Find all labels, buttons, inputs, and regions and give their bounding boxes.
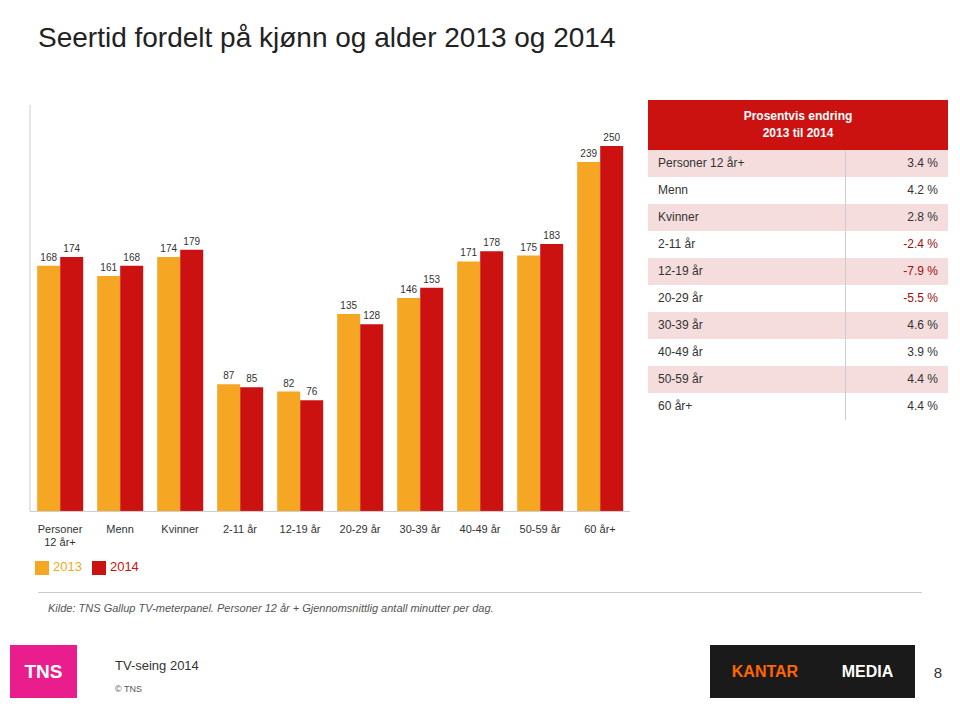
svg-text:Menn: Menn (106, 523, 134, 535)
html-text:Prosentvis endring 2013 til 20: Prosentvis endring 2013 til 2014 (743, 109, 853, 140)
html-text:12-19 år: 12-19 år (658, 264, 703, 279)
html-text:Menn: Menn (658, 183, 688, 198)
html-text:50-59 år: 50-59 år (658, 372, 703, 387)
html-text:4.6 %: 4.6 % (907, 318, 938, 333)
html-text:2013: 2013 (53, 559, 82, 575)
html-text:KANTAR: KANTAR (731, 662, 799, 680)
svg-text:2-11 år: 2-11 år (223, 523, 257, 535)
svg-text:174: 174 (63, 243, 80, 254)
html-text:TV-seing 2014: TV-seing 2014 (115, 658, 199, 673)
html-text:2-11 år: 2-11 år (658, 237, 696, 252)
svg-text:174: 174 (160, 243, 177, 254)
html-text:2014: 2014 (109, 559, 139, 575)
svg-text:146: 146 (400, 284, 417, 295)
html-text:© TNS: © TNS (115, 684, 142, 694)
svg-text:60 år+: 60 år+ (584, 523, 616, 535)
svg-text:250: 250 (603, 132, 620, 143)
svg-text:82: 82 (283, 378, 295, 389)
svg-text:Personer12 år+: Personer12 år+ (38, 523, 83, 548)
svg-text:12-19 år: 12-19 år (280, 523, 321, 535)
svg-text:87: 87 (223, 370, 235, 381)
html-text:30-39 år: 30-39 år (658, 318, 703, 333)
svg-text:168: 168 (40, 252, 57, 263)
html-text:4.4 %: 4.4 % (907, 399, 938, 414)
html-text:Personer 12 år+: Personer 12 år+ (658, 156, 745, 171)
html-text:8: 8 (933, 664, 942, 681)
svg-text:Kvinner: Kvinner (161, 523, 199, 535)
html-text:Kvinner: Kvinner (658, 210, 699, 225)
html-text:4.4 %: 4.4 % (907, 372, 938, 387)
html-text:-2.4 %: -2.4 % (903, 237, 938, 252)
svg-text:179: 179 (183, 236, 200, 247)
svg-text:85: 85 (246, 373, 258, 384)
svg-text:50-59 år: 50-59 år (520, 523, 561, 535)
svg-text:20-29 år: 20-29 år (340, 523, 381, 535)
svg-text:30-39 år: 30-39 år (400, 523, 441, 535)
svg-text:76: 76 (306, 386, 318, 397)
html-text:TNS: TNS (24, 660, 63, 682)
html-text:Kilde: TNS Gallup TV-meterpane: Kilde: TNS Gallup TV-meterpanel. Persone… (48, 602, 494, 614)
svg-text:128: 128 (363, 310, 380, 321)
svg-text:183: 183 (543, 230, 560, 241)
svg-text:40-49 år: 40-49 år (460, 523, 501, 535)
html-text:-7.9 %: -7.9 % (903, 264, 938, 279)
html-text:3.9 %: 3.9 % (907, 345, 938, 360)
svg-text:171: 171 (460, 247, 477, 258)
html-text:60 år+: 60 år+ (658, 399, 693, 414)
svg-text:161: 161 (100, 262, 117, 273)
html-text:Seertid fordelt på kjønn og al: Seertid fordelt på kjønn og alder 2013 o… (38, 22, 616, 53)
html-text:4.2 %: 4.2 % (907, 183, 938, 198)
svg-text:178: 178 (483, 237, 500, 248)
html-text:-5.5 %: -5.5 % (903, 291, 938, 306)
svg-text:175: 175 (520, 242, 537, 253)
svg-text:168: 168 (123, 252, 140, 263)
html-text:2.8 %: 2.8 % (907, 210, 938, 225)
svg-text:239: 239 (580, 148, 597, 159)
html-text:20-29 år: 20-29 år (658, 291, 703, 306)
svg-text:153: 153 (423, 274, 440, 285)
html-text:MEDIA: MEDIA (841, 662, 894, 680)
html-text:40-49 år: 40-49 år (658, 345, 703, 360)
html-text:3.4 %: 3.4 % (907, 156, 938, 171)
svg-text:135: 135 (340, 300, 357, 311)
